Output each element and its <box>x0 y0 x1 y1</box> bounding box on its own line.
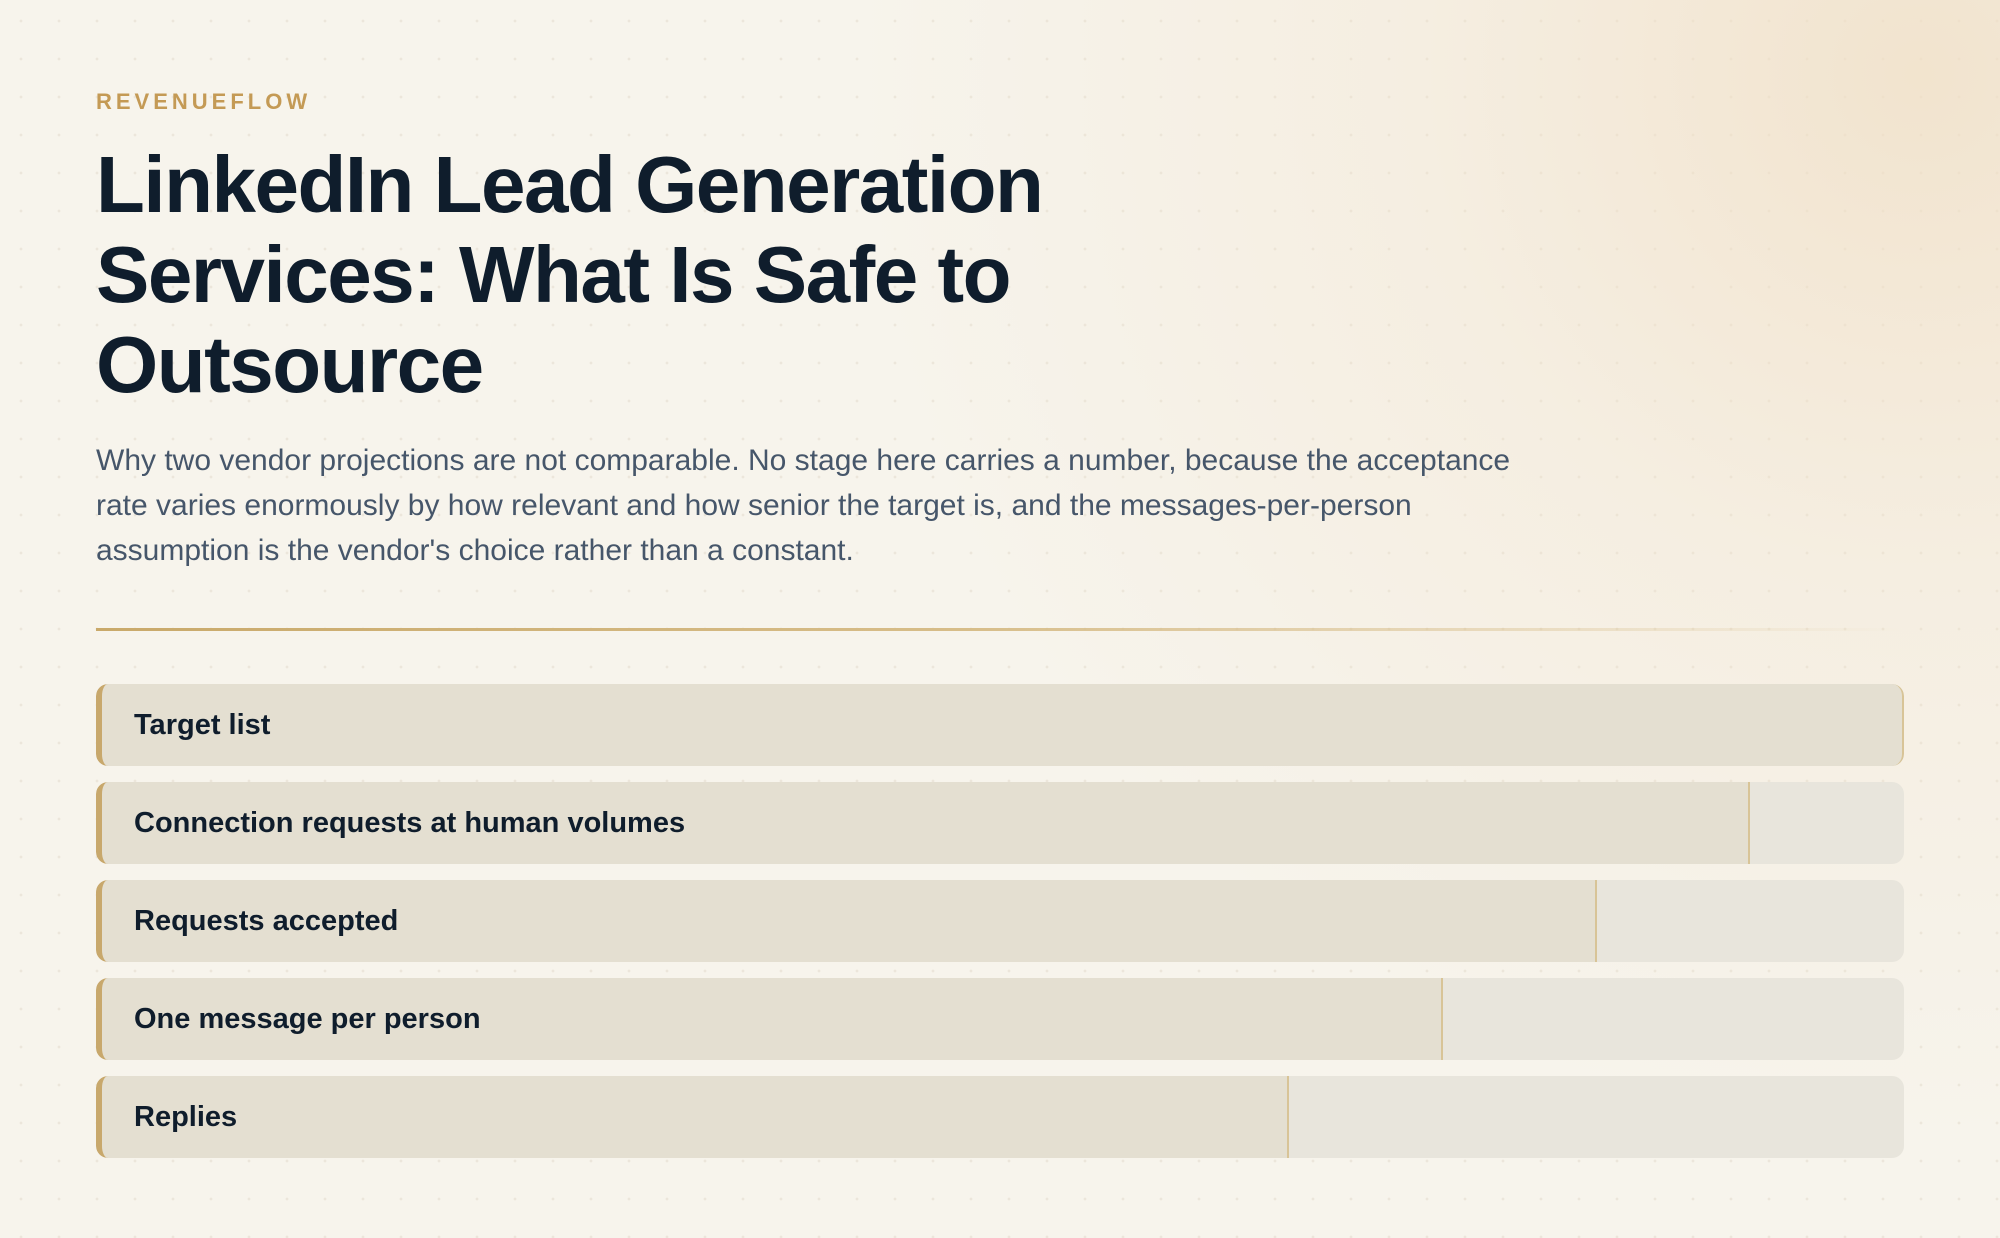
funnel-chart: Target list Connection requests at human … <box>96 684 1904 1174</box>
funnel-stage: Connection requests at human volumes <box>96 782 1904 864</box>
page: REVENUEFLOW LinkedIn Lead Generation Ser… <box>96 0 1904 1238</box>
funnel-bar <box>96 782 1751 864</box>
funnel-stage-label: Replies <box>134 1101 238 1133</box>
funnel-stage: Requests accepted <box>96 880 1904 962</box>
brand-label: REVENUEFLOW <box>96 89 312 114</box>
funnel-stage: Replies <box>96 1076 1904 1158</box>
funnel-bar <box>96 1076 1290 1158</box>
page-subtitle: Why two vendor projections are not compa… <box>96 444 1511 567</box>
funnel-bar <box>96 978 1443 1060</box>
funnel-bar <box>96 880 1597 962</box>
funnel-bar <box>96 684 1904 766</box>
funnel-stage-label: Connection requests at human volumes <box>134 807 686 839</box>
funnel-stage: Target list <box>96 684 1904 766</box>
divider <box>96 628 1904 631</box>
page-title: LinkedIn Lead Generation Services: What … <box>96 140 1044 409</box>
funnel-stage-label: One message per person <box>134 1003 481 1035</box>
funnel-stage: One message per person <box>96 978 1904 1060</box>
funnel-stage-label: Target list <box>134 709 271 741</box>
funnel-stage-label: Requests accepted <box>134 905 399 937</box>
